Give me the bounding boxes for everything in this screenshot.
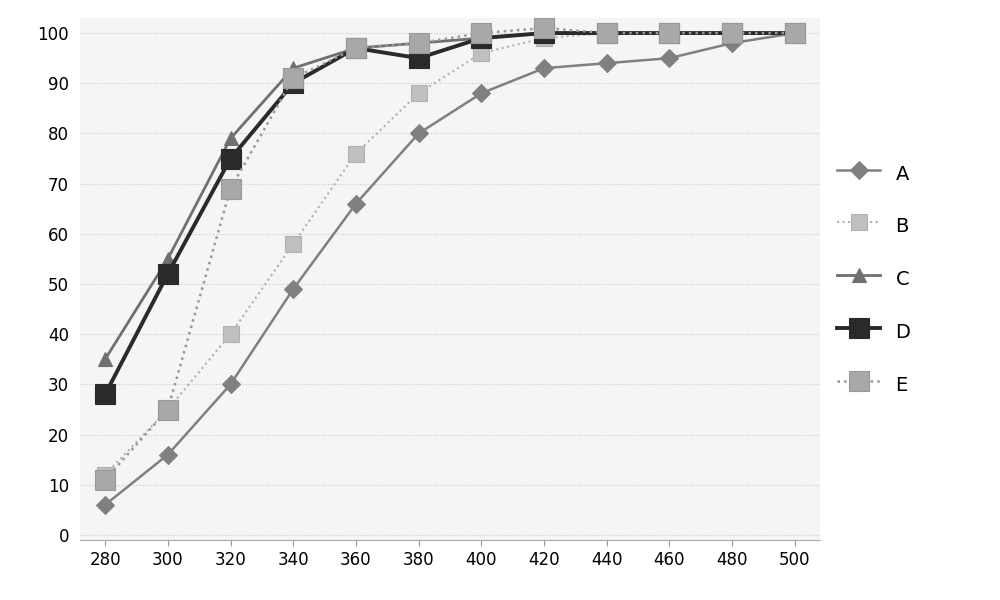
E xyxy=(225,185,237,192)
E xyxy=(538,25,550,32)
C xyxy=(162,256,174,263)
D xyxy=(726,29,738,37)
A xyxy=(350,200,362,208)
C xyxy=(350,44,362,52)
C xyxy=(538,29,550,37)
C xyxy=(475,34,487,41)
Legend: A, B, C, D, E: A, B, C, D, E xyxy=(837,160,910,398)
Line: E: E xyxy=(95,17,805,490)
E xyxy=(99,476,111,484)
Line: C: C xyxy=(98,26,802,366)
D xyxy=(225,155,237,162)
D xyxy=(789,29,801,37)
C xyxy=(789,29,801,37)
B xyxy=(789,29,801,37)
E xyxy=(413,40,425,47)
B xyxy=(287,240,299,247)
E xyxy=(726,29,738,37)
B xyxy=(413,89,425,97)
A xyxy=(538,65,550,72)
D xyxy=(475,34,487,41)
E xyxy=(663,29,675,37)
C xyxy=(601,29,613,37)
B xyxy=(726,29,738,37)
D xyxy=(413,55,425,62)
C xyxy=(413,40,425,47)
A xyxy=(99,501,111,508)
A xyxy=(789,29,801,37)
E xyxy=(162,406,174,413)
B xyxy=(162,406,174,413)
A xyxy=(162,451,174,458)
A xyxy=(726,40,738,47)
A xyxy=(287,286,299,293)
B xyxy=(99,471,111,478)
D xyxy=(350,44,362,52)
Line: B: B xyxy=(97,25,803,482)
D xyxy=(162,271,174,278)
Line: D: D xyxy=(95,23,805,405)
B xyxy=(538,34,550,41)
B xyxy=(663,29,675,37)
B xyxy=(601,29,613,37)
A xyxy=(413,130,425,137)
A xyxy=(225,381,237,388)
Line: A: A xyxy=(99,27,801,511)
A xyxy=(475,89,487,97)
D xyxy=(601,29,613,37)
B xyxy=(350,150,362,157)
B xyxy=(225,331,237,338)
E xyxy=(789,29,801,37)
B xyxy=(475,50,487,57)
C xyxy=(287,65,299,72)
A xyxy=(601,59,613,67)
E xyxy=(287,74,299,82)
C xyxy=(726,29,738,37)
C xyxy=(663,29,675,37)
E xyxy=(350,44,362,52)
D xyxy=(99,391,111,398)
C xyxy=(225,135,237,142)
A xyxy=(663,55,675,62)
E xyxy=(601,29,613,37)
D xyxy=(287,80,299,87)
D xyxy=(538,29,550,37)
E xyxy=(475,29,487,37)
D xyxy=(663,29,675,37)
C xyxy=(99,356,111,363)
